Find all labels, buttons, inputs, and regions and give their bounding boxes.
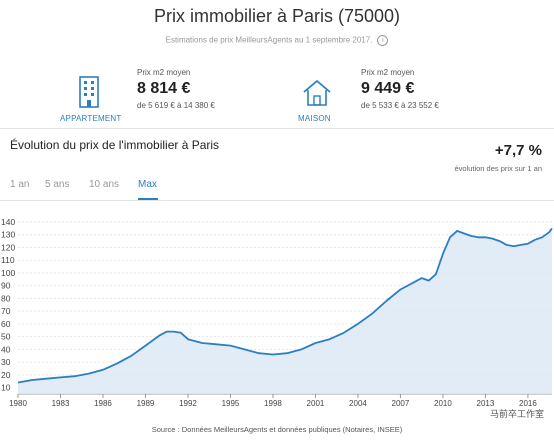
tabs-divider [0, 200, 554, 201]
tab-10-years[interactable]: 10 ans [89, 179, 120, 190]
building-icon [79, 76, 99, 108]
page-subtitle: Estimations de prix MeilleursAgents au 1… [0, 35, 554, 46]
x-tick-label: 1992 [179, 399, 197, 408]
x-tick-label: 1983 [52, 399, 70, 408]
y-tick-label: 80 [1, 293, 11, 303]
subtitle-text: Estimations de prix MeilleursAgents au 1… [165, 35, 373, 45]
x-tick-label: 1995 [222, 399, 240, 408]
apartment-range: de 5 619 € à 14 380 € [137, 101, 215, 110]
y-tick-label: 60 [1, 319, 11, 329]
watermark-text: 马前卒工作室 [489, 409, 544, 419]
divider [0, 128, 554, 129]
y-tick-label: 120 [1, 242, 15, 252]
house-icon [303, 79, 331, 106]
x-tick-label: 2004 [349, 399, 367, 408]
y-tick-label: 110 [1, 255, 15, 265]
price-chart: 10 20 30 40 50 60 70 80 90 100 110 120 130 140 1980 198… [1, 217, 553, 408]
y-tick-label: 10 [1, 383, 11, 393]
active-tab-indicator [138, 198, 158, 200]
x-tick-label: 2007 [392, 399, 410, 408]
apartment-label: Prix m2 moyen [137, 68, 191, 77]
y-tick-label: 100 [1, 268, 15, 278]
series-line [17, 227, 553, 384]
x-tick-label: 1989 [137, 399, 155, 408]
house-caption: MAISON [298, 114, 331, 123]
apartment-caption: APPARTEMENT [60, 114, 122, 123]
tab-max[interactable]: Max [138, 179, 157, 190]
house-value: 9 449 € [361, 80, 415, 97]
x-tick-label: 2010 [434, 399, 452, 408]
y-tick-label: 140 [1, 217, 15, 227]
x-tick-label: 2013 [477, 399, 495, 408]
x-tick-label: 1980 [9, 399, 27, 408]
section-title: Évolution du prix de l'immobilier à Pari… [10, 138, 220, 152]
x-tick-label: 2001 [307, 399, 325, 408]
y-tick-label: 70 [1, 306, 11, 316]
x-tick-label: 1998 [264, 399, 282, 408]
page-title: Prix immobilier à Paris (75000) [153, 6, 401, 26]
y-tick-label: 20 [1, 370, 11, 380]
area-fill [18, 228, 552, 394]
price-change-note: évolution des prix sur 1 an [454, 164, 542, 173]
info-icon[interactable]: i [377, 35, 389, 46]
y-tick-label: 50 [1, 332, 11, 342]
y-tick-label: 40 [1, 344, 11, 354]
x-tick-label: 1986 [94, 399, 112, 408]
tab-1-year[interactable]: 1 an [10, 179, 30, 190]
house-range: de 5 533 € à 23 552 € [361, 101, 439, 110]
y-tick-label: 90 [1, 281, 11, 291]
y-tick-label: 130 [1, 230, 15, 240]
source-note: Source : Données MeilleursAgents et donn… [151, 425, 403, 434]
apartment-value: 8 814 € [137, 80, 191, 97]
price-change-value: +7,7 % [494, 142, 542, 159]
tab-5-years[interactable]: 5 ans [45, 179, 70, 190]
house-label: Prix m2 moyen [361, 68, 415, 77]
y-tick-label: 30 [1, 357, 11, 367]
x-tick-label: 2016 [519, 399, 537, 408]
